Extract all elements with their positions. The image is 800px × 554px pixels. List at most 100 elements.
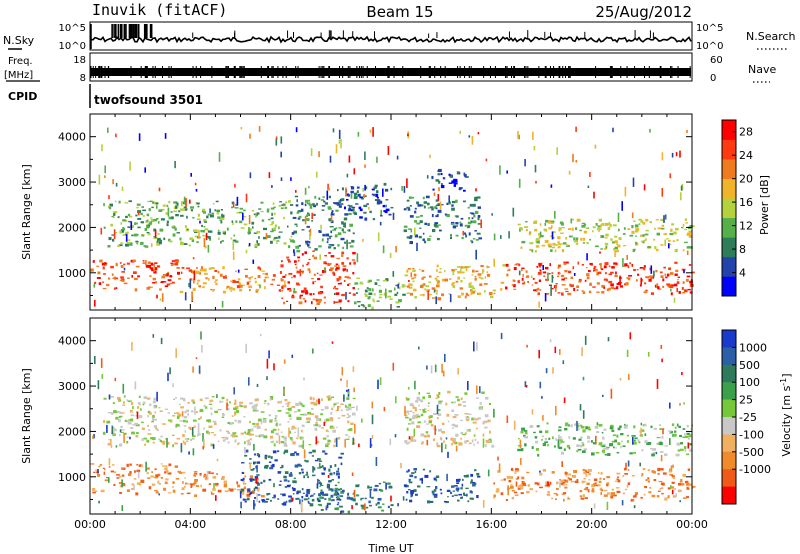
heatmap-cell <box>559 479 562 481</box>
heatmap-cell <box>286 256 290 259</box>
heatmap-cell <box>433 477 437 481</box>
heatmap-cell <box>253 232 258 234</box>
heatmap-cell <box>664 239 666 246</box>
heatmap-cell <box>268 218 271 221</box>
heatmap-cell <box>217 216 221 219</box>
heatmap-cell <box>582 468 586 472</box>
heatmap-cell <box>267 235 271 238</box>
heatmap-cell <box>451 204 454 207</box>
heatmap-cell <box>679 481 683 483</box>
heatmap-cell <box>643 265 646 268</box>
heatmap-cell <box>614 235 618 238</box>
heatmap-cell <box>142 262 147 264</box>
heatmap-cell <box>178 210 181 213</box>
heatmap-cell <box>160 218 165 221</box>
heatmap-cell <box>557 439 560 448</box>
heatmap-cell <box>555 283 558 285</box>
heatmap-cell <box>239 491 242 499</box>
heatmap-cell <box>431 490 435 494</box>
heatmap-cell <box>560 438 564 441</box>
heatmap-cell <box>347 510 351 514</box>
heatmap-cell <box>205 232 208 241</box>
heatmap-cell <box>418 346 420 350</box>
heatmap-cell <box>161 293 164 302</box>
heatmap-cell <box>619 285 624 288</box>
heatmap-cell <box>300 270 304 273</box>
heatmap-cell <box>336 507 339 511</box>
heatmap-cell <box>197 205 200 208</box>
heatmap-cell <box>684 435 689 438</box>
heatmap-cell <box>633 220 636 223</box>
heatmap-cell <box>318 298 322 302</box>
heatmap-cell <box>460 266 463 269</box>
heatmap-cell <box>452 200 456 204</box>
heatmap-cell <box>603 286 606 289</box>
heatmap-cell <box>134 422 139 425</box>
heatmap-cell <box>412 277 417 279</box>
heatmap-cell <box>327 397 330 401</box>
heatmap-cell <box>135 240 138 243</box>
heatmap-cell <box>314 195 317 199</box>
heatmap-cell <box>157 237 161 241</box>
heatmap-cell <box>128 419 130 421</box>
heatmap-cell <box>657 286 660 290</box>
heatmap-cell <box>471 212 475 215</box>
heatmap-cell <box>221 240 224 242</box>
heatmap-cell <box>670 430 673 434</box>
heatmap-cell <box>619 377 622 381</box>
heatmap-cell <box>124 219 128 222</box>
heatmap-cell <box>242 491 245 495</box>
heatmap-cell <box>559 441 562 445</box>
heatmap-cell <box>265 232 268 239</box>
heatmap-cell <box>141 234 144 237</box>
heatmap-cell <box>479 402 482 405</box>
heatmap-cell <box>358 206 362 210</box>
heatmap-cell <box>355 494 360 497</box>
heatmap-cell <box>113 229 116 239</box>
heatmap-cell <box>140 241 144 245</box>
heatmap-cell <box>626 484 629 488</box>
heatmap-cell <box>408 237 412 239</box>
heatmap-cell <box>342 268 347 271</box>
heatmap-cell <box>297 427 300 438</box>
heatmap-cell <box>287 288 291 291</box>
heatmap-cell <box>616 283 621 286</box>
heatmap-cell <box>558 272 561 274</box>
heatmap-cell <box>477 223 481 225</box>
heatmap-cell <box>217 231 221 235</box>
heatmap-cell <box>184 485 186 488</box>
heatmap-cell <box>616 434 619 438</box>
heatmap-cell <box>683 289 688 293</box>
heatmap-cell <box>182 440 185 444</box>
heatmap-cell <box>569 283 571 287</box>
heatmap-cell <box>239 289 243 292</box>
heatmap-cell <box>318 197 321 200</box>
heatmap-cell <box>144 167 146 173</box>
heatmap-cell <box>209 400 212 403</box>
heatmap-cell <box>467 294 470 297</box>
heatmap-cell <box>291 425 295 429</box>
heatmap-cell <box>277 410 282 412</box>
heatmap-cell <box>447 420 450 423</box>
heatmap-cell <box>143 437 148 440</box>
heatmap-cell <box>455 222 459 225</box>
heatmap-cell <box>334 464 337 467</box>
heatmap-cell <box>579 424 583 427</box>
heatmap-cell <box>364 151 366 160</box>
heatmap-cell <box>627 460 630 467</box>
heatmap-cell <box>135 424 140 427</box>
heatmap-cell <box>231 220 234 223</box>
heatmap-cell <box>280 271 282 274</box>
heatmap-cell <box>212 476 217 479</box>
heatmap-cell <box>446 202 449 205</box>
heatmap-cell <box>204 221 207 223</box>
heatmap-cell <box>674 273 678 276</box>
heatmap-cell <box>578 438 582 441</box>
x-tick-label: 20:00 <box>576 518 608 531</box>
heatmap-cell <box>233 387 235 395</box>
heatmap-cell <box>463 189 466 192</box>
heatmap-cell <box>367 296 370 300</box>
heatmap-cell <box>414 207 417 210</box>
heatmap-cell <box>248 243 251 246</box>
heatmap-cell <box>322 270 327 273</box>
